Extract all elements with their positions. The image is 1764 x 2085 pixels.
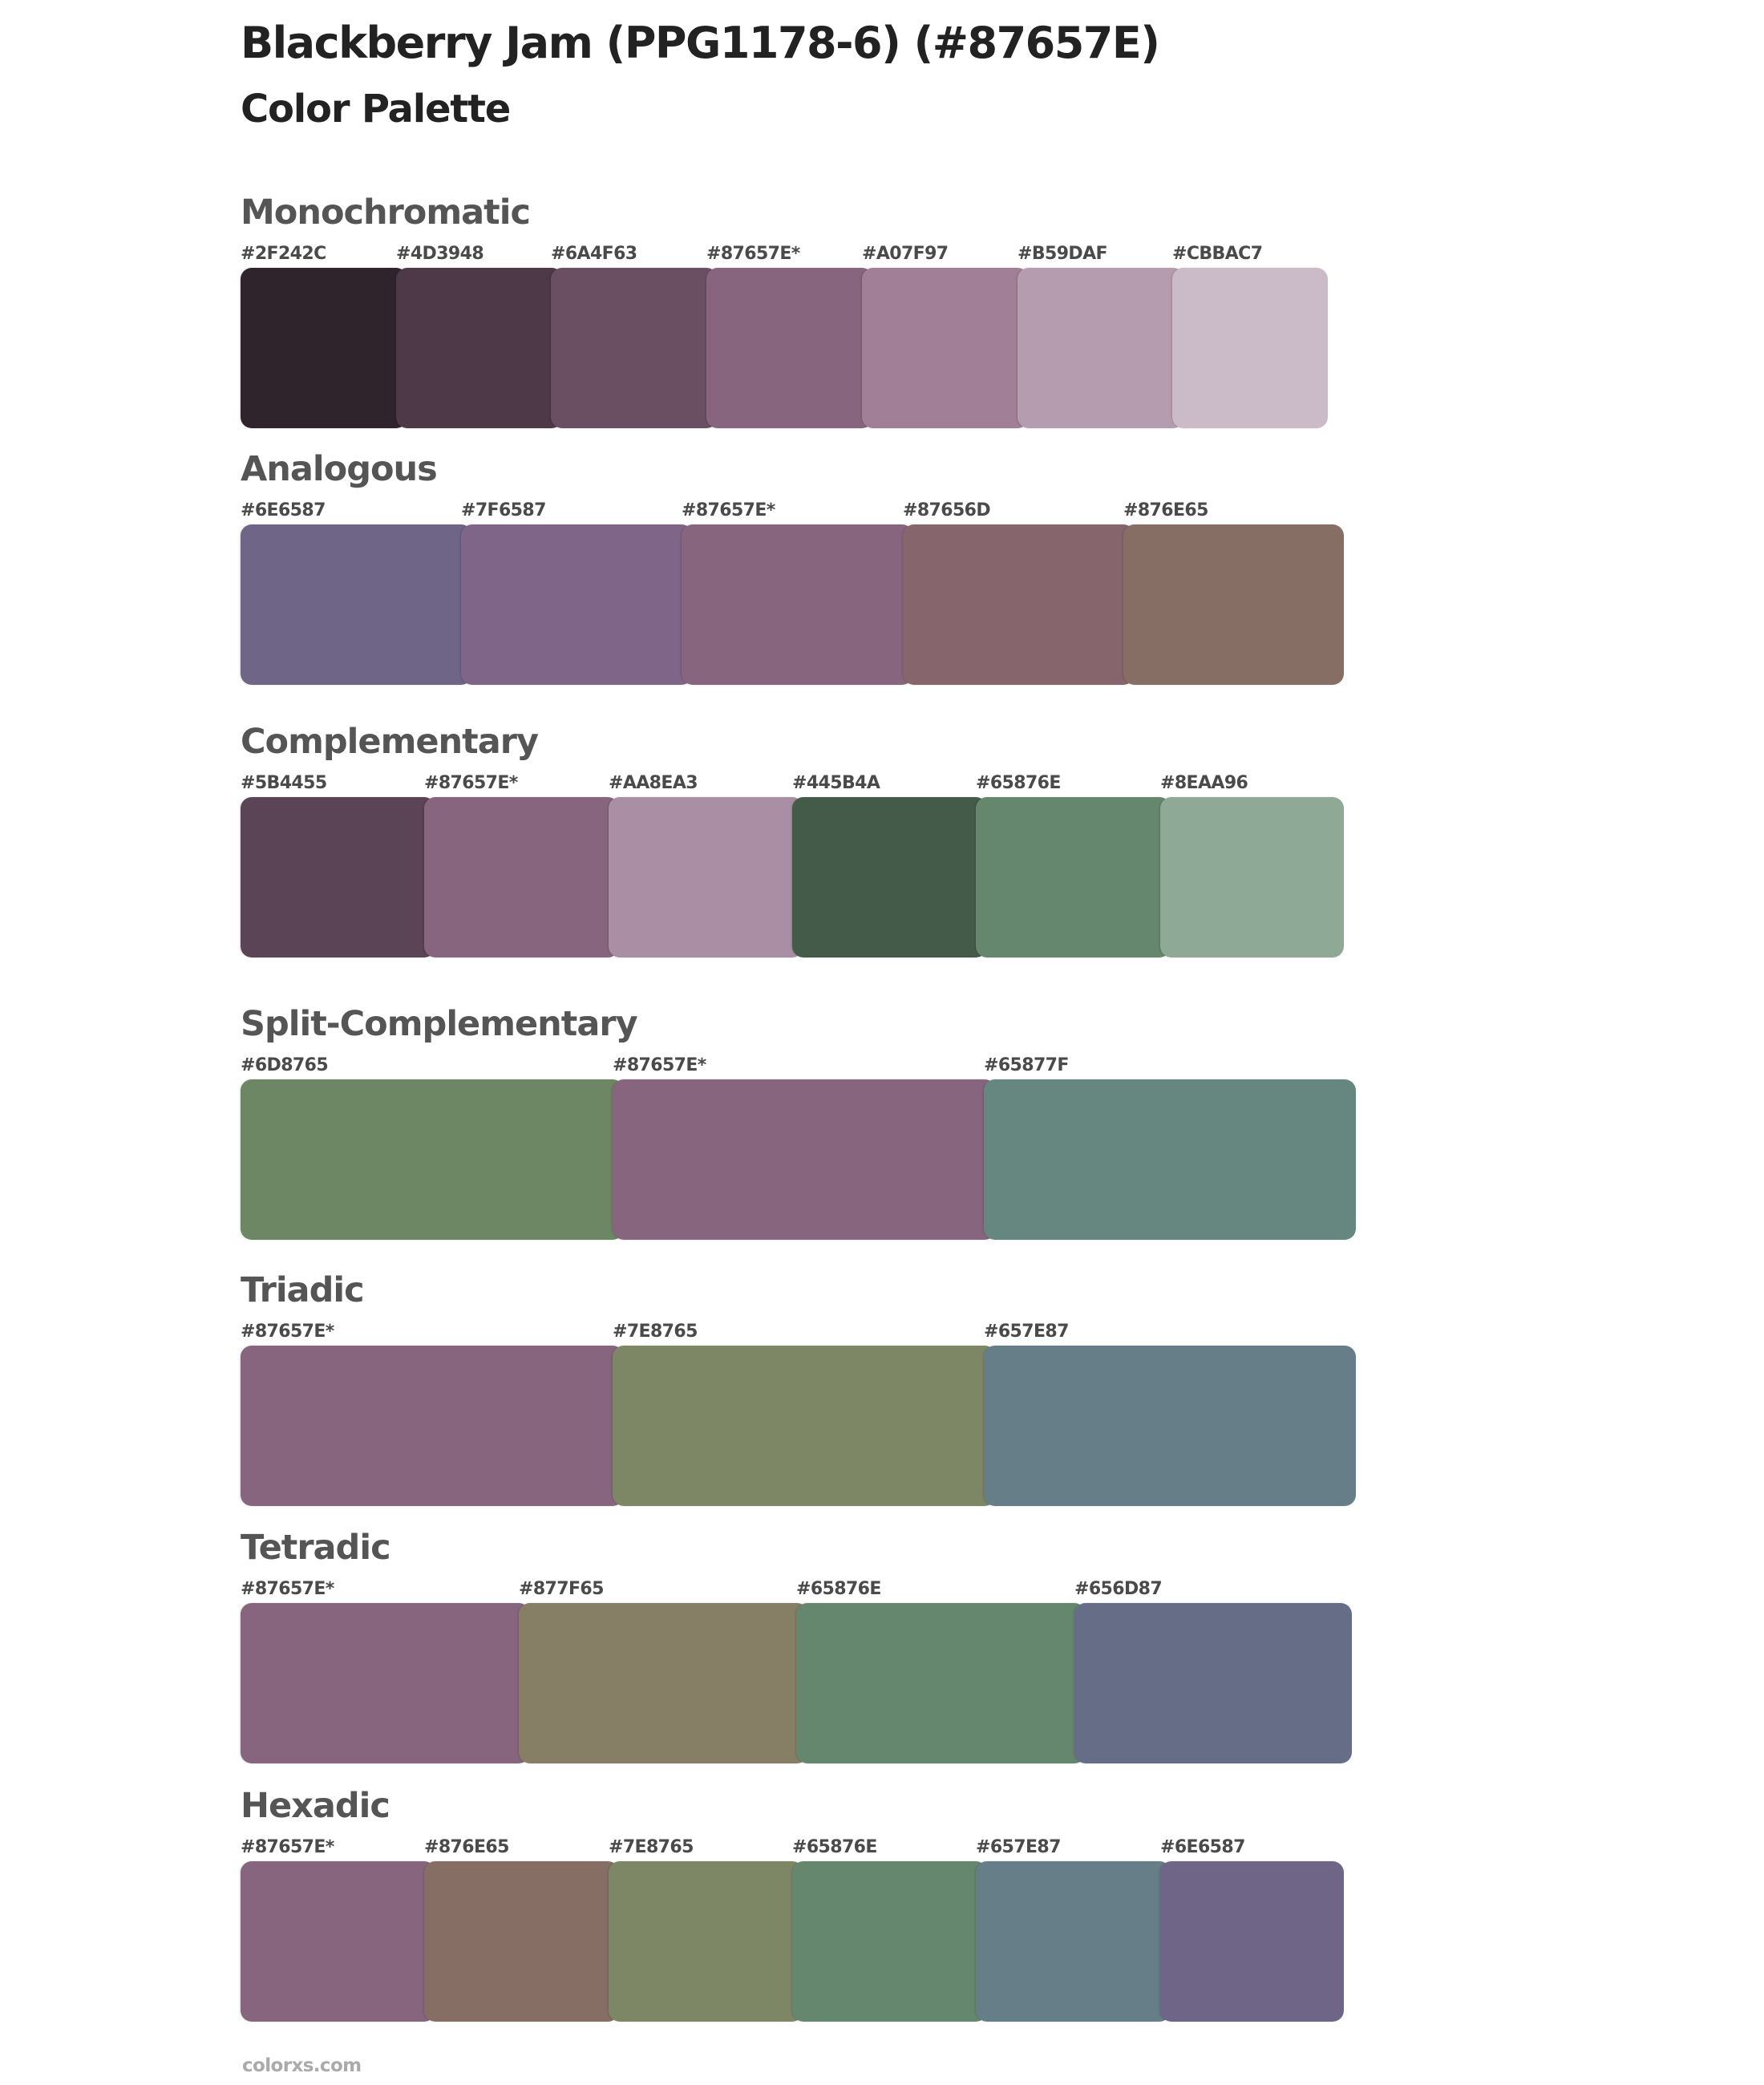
- section-title: Monochromatic: [241, 192, 531, 233]
- color-swatch[interactable]: [1018, 268, 1184, 428]
- color-swatch[interactable]: [792, 797, 987, 957]
- swatch-hex-label[interactable]: #87657E*: [706, 244, 800, 264]
- section-title: Complementary: [241, 722, 539, 762]
- color-swatch[interactable]: [241, 1346, 624, 1506]
- color-swatch[interactable]: [613, 1346, 996, 1506]
- color-swatch[interactable]: [976, 1861, 1171, 2022]
- swatch-hex-label[interactable]: #2F242C: [241, 244, 326, 264]
- swatch-hex-label[interactable]: #65876E: [976, 773, 1061, 793]
- swatch-hex-label[interactable]: #8EAA96: [1160, 773, 1248, 793]
- swatch-labels: #5B4455 #87657E* #AA8EA3 #445B4A #65876E #8EA…: [241, 773, 1344, 793]
- color-swatch[interactable]: [682, 524, 913, 685]
- swatch-row: [241, 268, 1328, 428]
- color-swatch[interactable]: [461, 524, 693, 685]
- page-subtitle: Color Palette: [241, 87, 511, 132]
- swatch-hex-label[interactable]: #87657E*: [241, 1322, 334, 1342]
- color-swatch[interactable]: [796, 1603, 1086, 1763]
- swatch-labels: #6D8765 #87657E* #65877F: [241, 1055, 1356, 1075]
- color-swatch[interactable]: [396, 268, 563, 428]
- swatch-row: [241, 797, 1344, 957]
- swatch-hex-label[interactable]: #B59DAF: [1018, 244, 1108, 264]
- swatch-hex-label[interactable]: #A07F97: [862, 244, 949, 264]
- color-swatch[interactable]: [1160, 797, 1344, 957]
- section-title: Tetradic: [241, 1528, 391, 1568]
- color-swatch[interactable]: [862, 268, 1029, 428]
- swatch-labels: #2F242C #4D3948 #6A4F63 #87657E* #A07F97 #B59…: [241, 244, 1328, 264]
- color-swatch[interactable]: [1160, 1861, 1344, 2022]
- section-title: Triadic: [241, 1270, 365, 1310]
- swatch-hex-label[interactable]: #65876E: [792, 1837, 877, 1857]
- swatch-hex-label[interactable]: #AA8EA3: [609, 773, 698, 793]
- color-swatch[interactable]: [903, 524, 1135, 685]
- swatch-hex-label[interactable]: #6E6587: [241, 500, 326, 520]
- color-swatch[interactable]: [984, 1079, 1356, 1240]
- swatch-hex-label[interactable]: #657E87: [984, 1322, 1069, 1342]
- swatch-labels: #6E6587 #7F6587 #87657E* #87656D #876E65: [241, 500, 1344, 520]
- swatch-row: [241, 1346, 1356, 1506]
- swatch-hex-label[interactable]: #657E87: [976, 1837, 1061, 1857]
- swatch-labels: #87657E* #7E8765 #657E87: [241, 1322, 1356, 1342]
- swatch-hex-label[interactable]: #87657E*: [682, 500, 775, 520]
- swatch-hex-label[interactable]: #7F6587: [461, 500, 546, 520]
- swatch-hex-label[interactable]: #87657E*: [241, 1837, 334, 1857]
- color-swatch[interactable]: [241, 524, 472, 685]
- swatch-labels: #87657E* #877F65 #65876E #656D87: [241, 1579, 1352, 1599]
- swatch-hex-label[interactable]: #6D8765: [241, 1055, 329, 1075]
- section-title: Split-Complementary: [241, 1004, 638, 1044]
- swatch-row: [241, 1861, 1344, 2022]
- section-title: Analogous: [241, 449, 438, 489]
- page-title: Blackberry Jam (PPG1178-6) (#87657E): [241, 18, 1160, 68]
- swatch-hex-label[interactable]: #445B4A: [792, 773, 880, 793]
- swatch-hex-label[interactable]: #87657E*: [241, 1579, 334, 1599]
- color-swatch[interactable]: [613, 1079, 996, 1240]
- swatch-hex-label[interactable]: #65876E: [796, 1579, 881, 1599]
- footer-site-link[interactable]: colorxs.com: [242, 2055, 362, 2076]
- swatch-hex-label[interactable]: #87656D: [903, 500, 991, 520]
- swatch-hex-label[interactable]: #6E6587: [1160, 1837, 1245, 1857]
- color-swatch[interactable]: [609, 1861, 803, 2022]
- color-swatch[interactable]: [1172, 268, 1328, 428]
- swatch-hex-label[interactable]: #877F65: [519, 1579, 604, 1599]
- color-swatch[interactable]: [241, 1861, 435, 2022]
- color-swatch[interactable]: [241, 797, 435, 957]
- color-swatch[interactable]: [241, 1079, 624, 1240]
- color-swatch[interactable]: [792, 1861, 987, 2022]
- swatch-hex-label[interactable]: #6A4F63: [551, 244, 637, 264]
- swatch-hex-label[interactable]: #CBBAC7: [1172, 244, 1263, 264]
- color-swatch[interactable]: [609, 797, 803, 957]
- swatch-hex-label[interactable]: #876E65: [1123, 500, 1208, 520]
- swatch-row: [241, 1079, 1356, 1240]
- color-swatch[interactable]: [424, 1861, 619, 2022]
- swatch-hex-label[interactable]: #876E65: [424, 1837, 509, 1857]
- color-swatch[interactable]: [551, 268, 718, 428]
- section-title: Hexadic: [241, 1786, 390, 1826]
- swatch-hex-label[interactable]: #87657E*: [424, 773, 518, 793]
- swatch-row: [241, 1603, 1352, 1763]
- swatch-hex-label[interactable]: #7E8765: [609, 1837, 694, 1857]
- color-swatch[interactable]: [241, 268, 407, 428]
- color-swatch[interactable]: [984, 1346, 1356, 1506]
- swatch-hex-label[interactable]: #65877F: [984, 1055, 1069, 1075]
- swatch-hex-label[interactable]: #7E8765: [613, 1322, 698, 1342]
- swatch-row: [241, 524, 1344, 685]
- color-swatch[interactable]: [976, 797, 1171, 957]
- color-swatch[interactable]: [1074, 1603, 1352, 1763]
- swatch-hex-label[interactable]: #5B4455: [241, 773, 327, 793]
- swatch-hex-label[interactable]: #4D3948: [396, 244, 484, 264]
- color-swatch[interactable]: [424, 797, 619, 957]
- color-swatch[interactable]: [1123, 524, 1344, 685]
- color-swatch[interactable]: [519, 1603, 808, 1763]
- swatch-hex-label[interactable]: #87657E*: [613, 1055, 706, 1075]
- color-swatch[interactable]: [241, 1603, 530, 1763]
- swatch-labels: #87657E* #876E65 #7E8765 #65876E #657E87 #6E6…: [241, 1837, 1344, 1857]
- swatch-hex-label[interactable]: #656D87: [1074, 1579, 1163, 1599]
- color-swatch[interactable]: [706, 268, 873, 428]
